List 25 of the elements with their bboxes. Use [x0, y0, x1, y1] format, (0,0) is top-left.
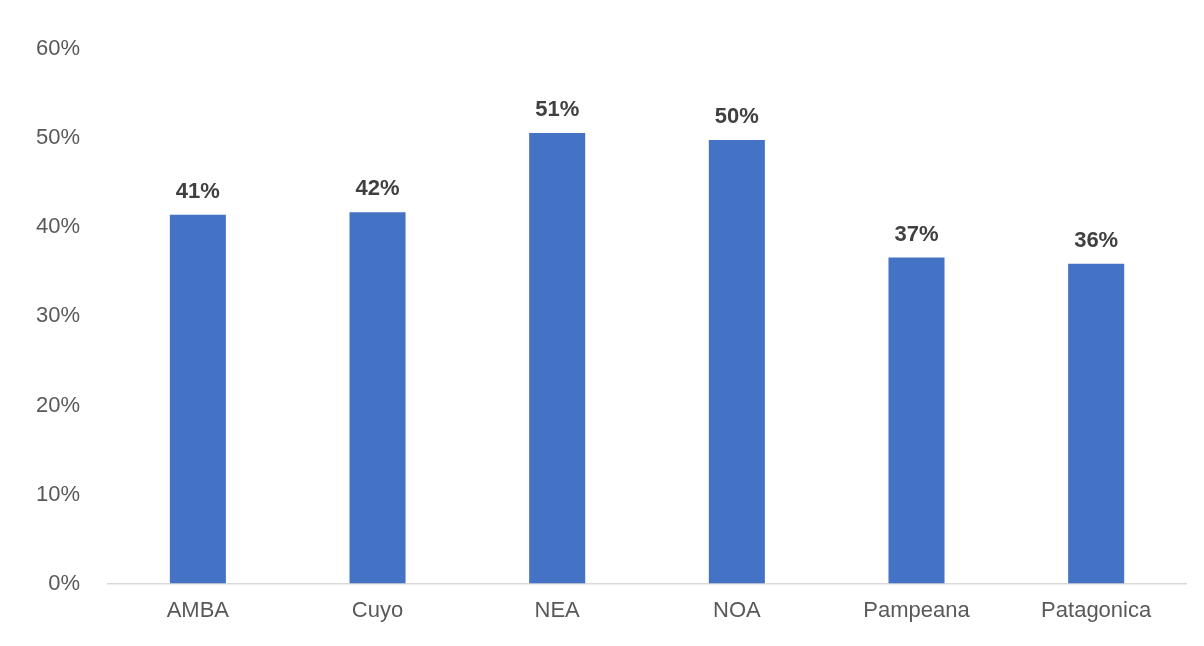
y-tick-label: 50% — [35, 124, 81, 150]
data-label: 42% — [355, 175, 400, 201]
bar — [1068, 263, 1125, 584]
x-tick-label: Cuyo — [351, 596, 404, 622]
data-label: 37% — [894, 220, 939, 246]
data-label: 50% — [714, 103, 759, 129]
bar — [349, 212, 406, 584]
x-tick-label: Patagonica — [1041, 596, 1152, 622]
y-tick-label: 60% — [35, 35, 81, 61]
y-tick-label: 40% — [35, 213, 81, 239]
bar — [529, 132, 586, 584]
bar — [888, 257, 945, 584]
data-label: 51% — [535, 95, 580, 121]
data-label: 41% — [175, 177, 220, 203]
y-tick-label: 20% — [35, 391, 81, 417]
y-tick-label: 0% — [48, 569, 81, 595]
y-tick-label: 10% — [35, 480, 81, 506]
x-tick-label: Pampeana — [863, 596, 971, 622]
bar — [708, 140, 765, 584]
data-label: 36% — [1074, 226, 1119, 252]
x-tick-label: AMBA — [166, 596, 230, 622]
bar — [169, 214, 226, 584]
x-tick-label: NEA — [534, 596, 581, 622]
x-tick-label: NOA — [713, 596, 761, 622]
y-tick-label: 30% — [35, 302, 81, 328]
